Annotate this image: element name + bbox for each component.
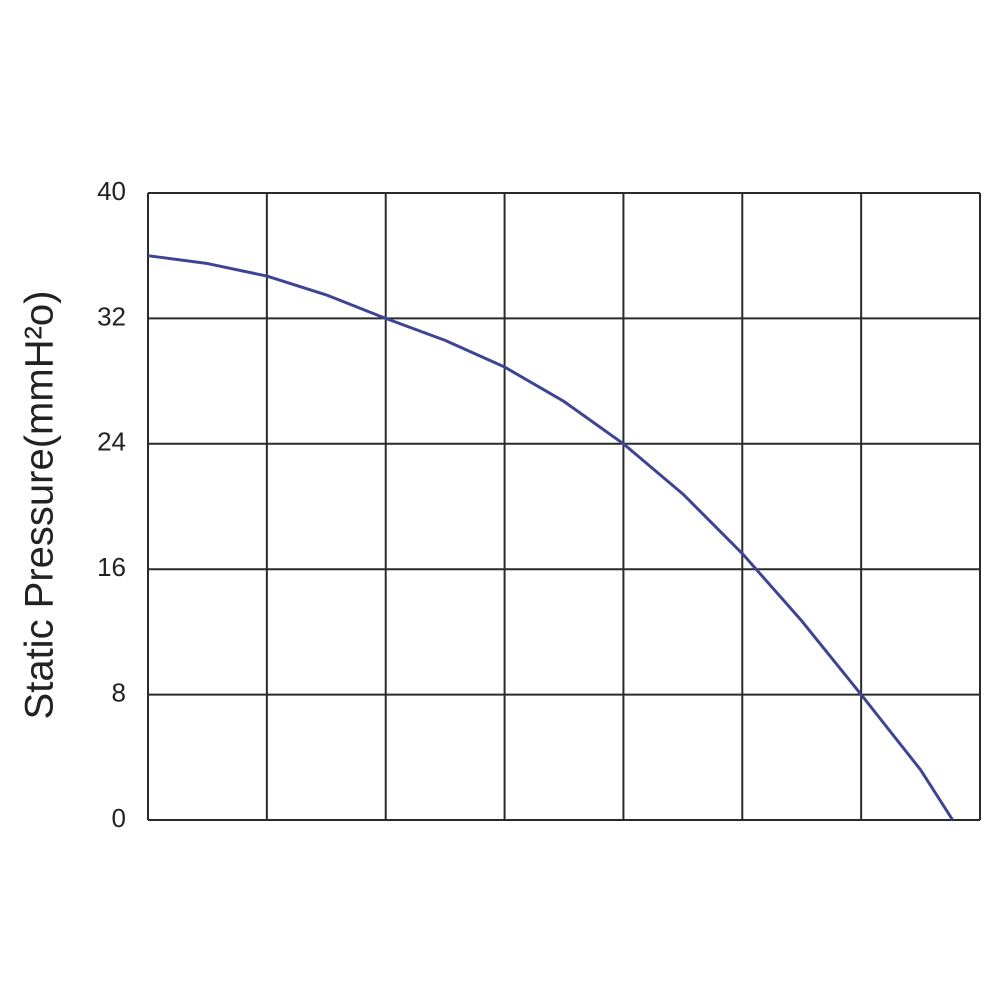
y-tick-label: 40 (97, 176, 126, 206)
y-tick-label: 32 (97, 301, 126, 331)
y-axis-label: Static Pressure(mmH²o) (18, 291, 62, 720)
y-tick-label: 16 (97, 552, 126, 582)
y-tick-label: 24 (97, 427, 126, 457)
y-tick-label: 0 (112, 803, 126, 833)
y-tick-label: 8 (112, 677, 126, 707)
line (147, 254, 954, 821)
